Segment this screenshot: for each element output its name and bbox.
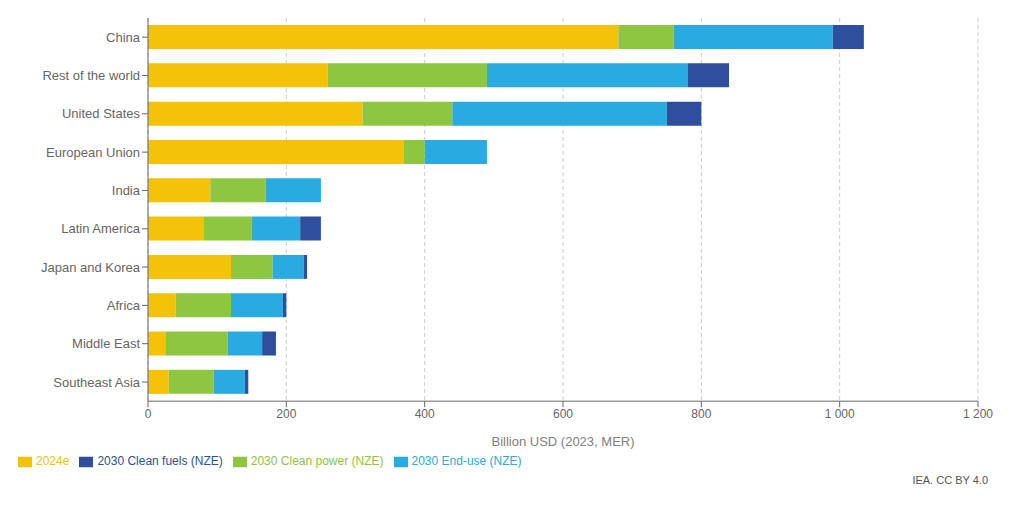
svg-text:1 000: 1 000 <box>825 407 855 421</box>
svg-text:200: 200 <box>276 407 296 421</box>
svg-text:European Union: European Union <box>46 145 140 160</box>
svg-text:Rest of the world: Rest of the world <box>42 68 140 83</box>
svg-text:United States: United States <box>62 106 141 121</box>
svg-text:0: 0 <box>145 407 152 421</box>
svg-text:Billion USD (2023, MER): Billion USD (2023, MER) <box>491 434 634 449</box>
svg-text:India: India <box>112 183 141 198</box>
svg-text:Middle East: Middle East <box>72 336 140 351</box>
svg-text:Japan and Korea: Japan and Korea <box>41 260 141 275</box>
svg-text:800: 800 <box>691 407 711 421</box>
html-text:2030 Clean fuels (NZE): 2030 Clean fuels (NZE) <box>97 454 223 469</box>
svg-text:Latin America: Latin America <box>61 221 141 236</box>
html-text:2030 End-use (NZE): 2030 End-use (NZE) <box>411 454 522 469</box>
svg-text:Africa: Africa <box>107 298 141 313</box>
svg-text:400: 400 <box>415 407 435 421</box>
html-text:2024e: 2024e <box>36 454 70 469</box>
svg-text:Southeast Asia: Southeast Asia <box>53 375 140 390</box>
html-text:IEA. CC BY 4.0: IEA. CC BY 4.0 <box>912 474 988 486</box>
svg-text:China: China <box>106 30 141 45</box>
svg-text:1 200: 1 200 <box>963 407 993 421</box>
svg-text:600: 600 <box>553 407 573 421</box>
html-text:2030 Clean power (NZE): 2030 Clean power (NZE) <box>250 454 384 469</box>
